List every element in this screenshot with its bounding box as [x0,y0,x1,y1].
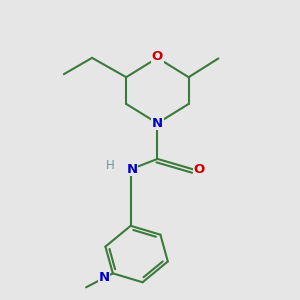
Text: N: N [127,163,138,176]
Text: O: O [152,50,163,63]
Text: N: N [98,271,110,284]
Text: O: O [194,163,205,176]
Text: N: N [152,117,163,130]
Text: H: H [106,159,114,172]
